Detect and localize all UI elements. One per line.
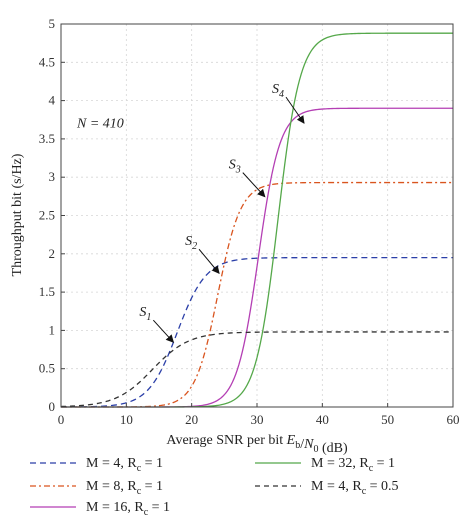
x-axis-label: Average SNR per bit Eb/N0 (dB) — [166, 433, 348, 456]
n-label: N = 410 — [76, 116, 124, 131]
annotation-arrow — [152, 319, 175, 343]
x-tick-label: 0 — [58, 412, 65, 427]
legend: M = 4, Rc = 1 M = 32, Rc = 1 M = 8, Rc = 1… — [30, 456, 399, 518]
legend-label: M = 16, Rc = 1 — [86, 500, 170, 518]
legend-label: M = 8, Rc = 1 — [86, 479, 163, 497]
y-tick-label: 4.5 — [39, 54, 55, 69]
y-tick-label: 2 — [49, 246, 56, 261]
y-axis-label: Throughput bit (s/Hz) — [10, 153, 25, 276]
annotation-arrow — [198, 248, 220, 275]
x-tick-label: 40 — [316, 412, 329, 427]
y-tick-label: 0 — [49, 399, 56, 414]
legend-label: M = 32, Rc = 1 — [311, 456, 395, 474]
y-tick-label: 4 — [49, 93, 56, 108]
x-tick-label: 50 — [381, 412, 394, 427]
legend-label: M = 4, Rc = 1 — [86, 456, 163, 474]
y-tick-label: 3.5 — [39, 131, 55, 146]
y-tick-label: 3 — [49, 169, 56, 184]
y-tick-label: 2.5 — [39, 208, 55, 223]
y-tick-label: 1 — [49, 322, 56, 337]
ticks: 0 10 20 30 40 50 60 0 0.5 1 1.5 2 2.5 3 3.5 4 4.5 5 — [39, 16, 460, 427]
y-tick-label: 0.5 — [39, 361, 55, 376]
series-line-1 — [61, 256, 453, 408]
y-tick-label: 5 — [49, 16, 56, 31]
x-tick-label: 10 — [120, 412, 133, 427]
annotation-arrow — [285, 96, 305, 124]
x-tick-label: 20 — [185, 412, 198, 427]
x-tick-label: 60 — [447, 412, 460, 427]
series-line-5 — [60, 331, 453, 408]
y-tick-label: 1.5 — [39, 284, 55, 299]
annotation-arrow — [242, 172, 266, 198]
legend-label: M = 4, Rc = 0.5 — [311, 479, 399, 497]
x-tick-label: 30 — [251, 412, 264, 427]
